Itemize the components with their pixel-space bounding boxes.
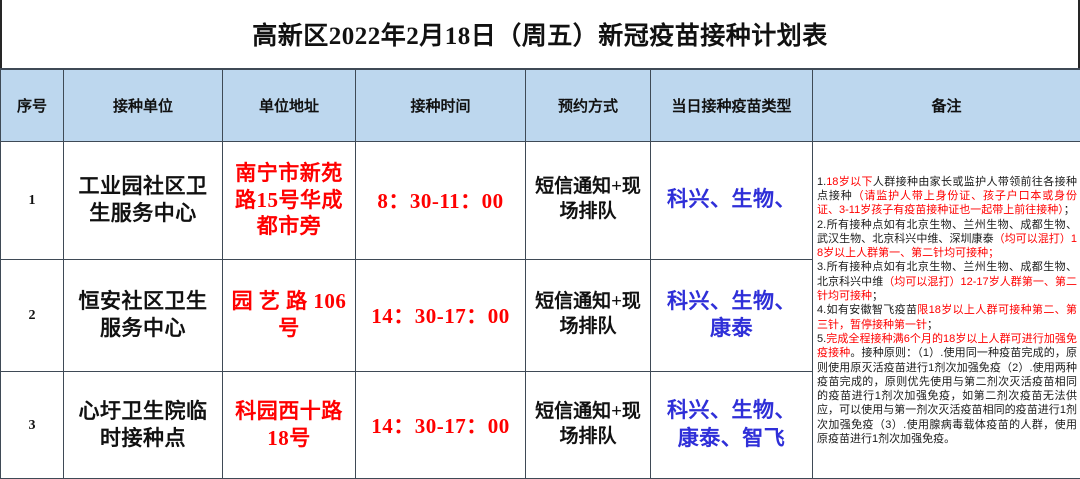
cell-appt: 短信通知+现场排队 [526, 259, 651, 371]
cell-seq: 1 [1, 141, 64, 259]
remark-item: 4.如有安徽智飞疫苗限18岁以上人群可接种第二、第三针，暂停接种第一针； [817, 303, 1077, 332]
remark-segment: 18岁以下 [826, 176, 873, 188]
column-header-seq: 序号 [1, 69, 64, 141]
cell-unit: 心圩卫生院临时接种点 [64, 371, 223, 478]
row-time-value: 14：30-17：00 [356, 300, 525, 330]
remark-item: 5.完成全程接种满6个月的18岁以上人群可进行加强免疫接种。接种原则：（1）.使… [817, 332, 1077, 446]
row-seq-value: 1 [29, 193, 36, 208]
row-unit-value: 恒安社区卫生服务中心 [64, 288, 222, 342]
cell-unit: 恒安社区卫生服务中心 [64, 259, 223, 371]
cell-vax: 科兴、生物、 [651, 141, 813, 259]
remark-item: 1.18岁以下人群接种由家长或监护人带领前往各接种点接种（请监护人带上身份证、孩… [817, 175, 1077, 218]
remark-item-number: 3. [817, 261, 826, 273]
cell-addr: 科园西十路18号 [223, 371, 356, 478]
remark-segment: ； [872, 290, 883, 302]
cell-appt: 短信通知+现场排队 [526, 371, 651, 478]
remark-segment: （请监护人带上身份证、孩子户口本或身份证、3-11岁孩子有疫苗接种证也一起带上前… [817, 190, 1077, 216]
column-header-addr: 单位地址 [223, 69, 356, 141]
table-row: 1 工业园社区卫生服务中心 南宁市新苑路15号华成都市旁 8：30-11：00 … [1, 141, 1080, 259]
cell-vax: 科兴、生物、康泰、智飞 [651, 371, 813, 478]
remark-item-number: 5. [817, 333, 826, 345]
vaccination-schedule-table: 序号 接种单位 单位地址 接种时间 预约方式 当日接种疫苗类型 备注 1 工业园… [0, 68, 1080, 479]
remark-item-number: 1. [817, 176, 826, 188]
row-vax-value: 科兴、生物、康泰、智飞 [651, 397, 812, 452]
column-header-time: 接种时间 [356, 69, 526, 141]
remarks-text: 1.18岁以下人群接种由家长或监护人带领前往各接种点接种（请监护人带上身份证、孩… [813, 171, 1080, 449]
column-header-appt: 预约方式 [526, 69, 651, 141]
cell-time: 14：30-17：00 [356, 371, 526, 478]
cell-vax: 科兴、生物、康泰 [651, 259, 813, 371]
row-addr-value: 南宁市新苑路15号华成都市旁 [223, 160, 355, 241]
cell-addr: 南宁市新苑路15号华成都市旁 [223, 141, 356, 259]
row-addr-value: 园 艺 路 106号 [223, 288, 355, 342]
remark-item: 2.所有接种点如有北京生物、兰州生物、成都生物、武汉生物、北京科兴中维、深圳康泰… [817, 218, 1077, 261]
remark-item-number: 2. [817, 219, 826, 231]
row-unit-value: 心圩卫生院临时接种点 [64, 398, 222, 452]
remark-segment: 如有安徽智飞疫苗 [826, 304, 917, 316]
row-appt-value: 短信通知+现场排队 [526, 290, 650, 339]
row-vax-value: 科兴、生物、康泰 [651, 288, 812, 343]
remark-item-number: 4. [817, 304, 826, 316]
cell-remarks: 1.18岁以下人群接种由家长或监护人带领前往各接种点接种（请监护人带上身份证、孩… [813, 141, 1080, 478]
cell-seq: 3 [1, 371, 64, 478]
row-appt-value: 短信通知+现场排队 [526, 400, 650, 449]
remark-segment: ； [1064, 204, 1075, 216]
page-title-band: 高新区2022年2月18日（周五）新冠疫苗接种计划表 [0, 0, 1080, 68]
column-header-note: 备注 [813, 69, 1080, 141]
cell-time: 8：30-11：00 [356, 141, 526, 259]
table-header-row: 序号 接种单位 单位地址 接种时间 预约方式 当日接种疫苗类型 备注 [1, 69, 1080, 141]
row-time-value: 14：30-17：00 [356, 410, 525, 440]
cell-unit: 工业园社区卫生服务中心 [64, 141, 223, 259]
column-header-vax: 当日接种疫苗类型 [651, 69, 813, 141]
row-time-value: 8：30-11：00 [356, 185, 525, 215]
column-header-unit: 接种单位 [64, 69, 223, 141]
row-appt-value: 短信通知+现场排队 [526, 175, 650, 224]
row-seq-value: 3 [29, 418, 36, 433]
row-addr-value: 科园西十路18号 [223, 398, 355, 452]
page-title: 高新区2022年2月18日（周五）新冠疫苗接种计划表 [252, 16, 828, 52]
remark-segment: 。接种原则：（1）.使用同一种疫苗完成的，原则使用原灭活疫苗进行1剂次加强免疫（… [817, 347, 1077, 445]
remark-item: 3.所有接种点如有北京生物、兰州生物、成都生物、北京科兴中维（均可以混打）12-… [817, 260, 1077, 303]
cell-addr: 园 艺 路 106号 [223, 259, 356, 371]
cell-time: 14：30-17：00 [356, 259, 526, 371]
cell-seq: 2 [1, 259, 64, 371]
cell-appt: 短信通知+现场排队 [526, 141, 651, 259]
row-seq-value: 2 [29, 308, 36, 323]
row-vax-value: 科兴、生物、 [651, 186, 812, 213]
remark-segment: ； [927, 319, 938, 331]
row-unit-value: 工业园社区卫生服务中心 [64, 173, 222, 227]
